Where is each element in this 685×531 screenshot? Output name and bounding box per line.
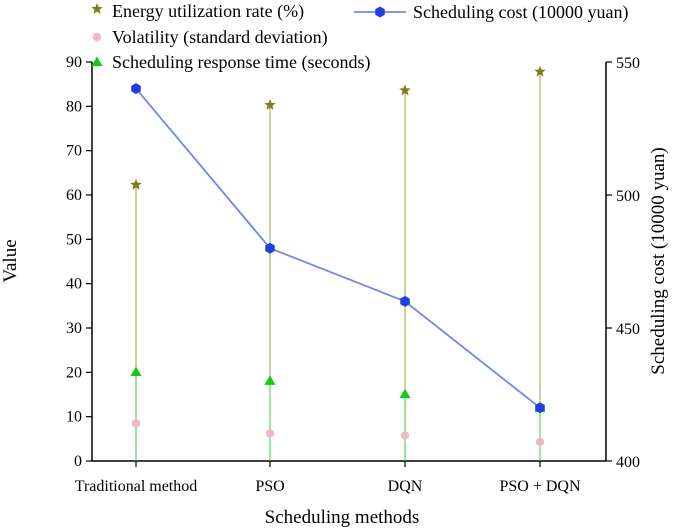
legend-energy-marker xyxy=(91,3,103,14)
y2-tick-label: 550 xyxy=(616,55,640,72)
y-tick-label: 30 xyxy=(66,320,82,337)
legend-response-label: Scheduling response time (seconds) xyxy=(112,52,370,73)
series xyxy=(130,65,546,461)
y-tick-label: 0 xyxy=(74,453,82,470)
cost-hexagon-point xyxy=(131,83,141,95)
y-tick-label: 40 xyxy=(66,276,82,293)
y2-tick-label: 400 xyxy=(616,454,640,471)
legend-response-marker xyxy=(91,56,103,67)
volatility-point xyxy=(400,431,410,440)
legend-energy-label: Energy utilization rate (%) xyxy=(112,1,304,22)
volatility-point xyxy=(131,419,141,428)
volatility-point xyxy=(265,429,275,438)
energy-star-point xyxy=(534,65,546,77)
y2-axis-title: Scheduling cost (10000 yuan) xyxy=(648,147,669,374)
y2-tick-label: 500 xyxy=(616,188,640,205)
y-tick-label: 90 xyxy=(66,54,82,71)
cost-hexagon-point xyxy=(400,295,410,307)
y-axis-title: Value xyxy=(0,239,21,282)
response-triangle-point xyxy=(264,375,276,385)
ticks: 0 10 20 30 40 50 60 70 80 90 400 450 500 550 Tradition… xyxy=(66,54,640,495)
x-tick-label: DQN xyxy=(388,478,423,495)
y-tick-label: 50 xyxy=(66,231,82,248)
volatility-point xyxy=(535,437,545,447)
axes xyxy=(91,62,607,462)
cost-hexagon-point xyxy=(265,242,275,254)
legend-volatility-label: Volatility (standard deviation) xyxy=(112,27,328,48)
legend-cost-marker xyxy=(375,6,385,18)
cost-line xyxy=(135,88,541,409)
energy-star-point xyxy=(130,178,142,190)
y-tick-label: 60 xyxy=(66,187,82,204)
response-triangle-point xyxy=(130,366,142,377)
legend: Energy utilization rate (%) Volatility (s… xyxy=(91,1,628,73)
y-tick-label: 20 xyxy=(66,364,82,381)
x-tick-label: PSO xyxy=(255,478,284,495)
y-tick-label: 10 xyxy=(66,409,82,426)
y2-tick-label: 450 xyxy=(616,321,640,338)
y-tick-label: 70 xyxy=(66,143,82,160)
legend-cost-label: Scheduling cost (10000 yuan) xyxy=(413,2,628,23)
response-triangle-point xyxy=(399,388,411,399)
energy-star-point xyxy=(399,84,411,96)
energy-star-point xyxy=(264,99,276,110)
x-tick-label: Traditional method xyxy=(75,478,198,495)
x-tick-label: PSO + DQN xyxy=(499,478,580,495)
legend-volatility-marker xyxy=(92,32,102,42)
y-tick-label: 80 xyxy=(66,98,82,115)
x-axis-title: Scheduling methods xyxy=(265,507,420,528)
cost-hexagon-point xyxy=(535,402,545,414)
